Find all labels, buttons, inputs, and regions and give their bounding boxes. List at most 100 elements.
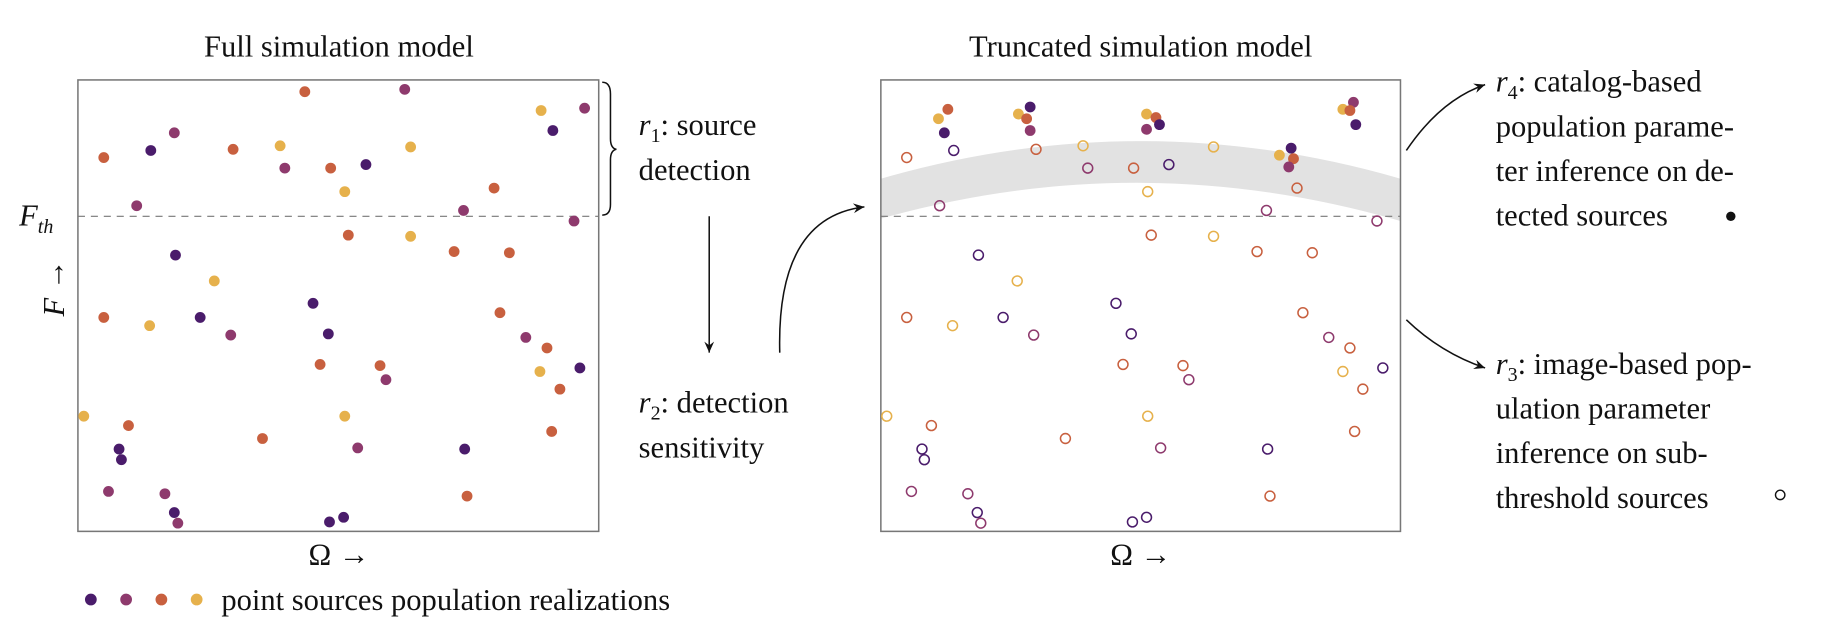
line: tected sources	[1496, 199, 1668, 233]
source	[546, 426, 558, 437]
line: : image-based pop-	[1518, 347, 1752, 381]
undetected-source	[972, 249, 985, 261]
source	[325, 162, 337, 174]
source	[535, 105, 547, 116]
source	[405, 230, 417, 242]
undetected-source	[971, 506, 983, 519]
source	[1344, 105, 1356, 116]
legend-dot	[155, 593, 168, 606]
open-marker	[1774, 489, 1786, 501]
undetected-source	[1126, 516, 1139, 528]
source	[1154, 119, 1165, 131]
undetected-source	[1142, 185, 1154, 198]
line: ulation parameter	[1496, 392, 1711, 426]
undetected-source	[1306, 247, 1319, 259]
legend-dot	[84, 593, 97, 606]
undetected-source	[1261, 443, 1274, 455]
undetected-source	[905, 485, 918, 498]
source	[1141, 108, 1152, 120]
undetected-source	[1027, 329, 1040, 341]
line: : detection	[661, 386, 789, 420]
panel-title: Full simulation model	[204, 29, 474, 63]
source	[307, 297, 319, 309]
index: 1	[651, 125, 661, 147]
line: inference on sub-	[1496, 436, 1708, 470]
undetected-source	[1207, 141, 1220, 153]
source	[1021, 113, 1033, 125]
source	[103, 485, 114, 497]
line: population parame-	[1496, 109, 1734, 143]
undetected-source	[1357, 383, 1369, 395]
undetected-source	[1251, 245, 1263, 258]
brace	[602, 81, 617, 216]
symbol: r	[1496, 347, 1508, 381]
source	[208, 275, 220, 287]
undetected-source	[1207, 230, 1220, 242]
source	[1012, 108, 1024, 120]
source	[942, 103, 954, 115]
source	[933, 113, 944, 125]
source	[1273, 149, 1285, 161]
source	[257, 433, 268, 444]
annotation: r1: source detection	[639, 108, 757, 187]
undetected-source	[946, 319, 959, 332]
undetected-source	[918, 453, 931, 466]
undetected-source	[1297, 307, 1309, 319]
undetected-source	[1260, 204, 1273, 217]
undetected-source	[1140, 511, 1153, 523]
arrow	[1405, 83, 1486, 151]
full-panel	[77, 79, 600, 533]
source	[1288, 153, 1299, 165]
source	[494, 307, 506, 319]
dots	[78, 83, 1389, 529]
source	[225, 329, 237, 341]
source	[547, 125, 559, 136]
source	[145, 145, 157, 156]
source	[1285, 142, 1297, 154]
source	[113, 443, 125, 455]
truncated-panel	[880, 79, 1402, 533]
source	[448, 246, 460, 257]
source	[1350, 119, 1362, 131]
source	[399, 83, 411, 95]
source	[1283, 161, 1295, 173]
undetected-source	[1264, 490, 1276, 502]
source	[461, 490, 473, 502]
undetected-source	[933, 200, 946, 212]
y-label: F →	[37, 260, 71, 318]
source	[579, 102, 591, 114]
source	[131, 200, 143, 212]
source	[299, 86, 311, 98]
x-label: Ω →	[308, 537, 369, 571]
undetected-source	[1059, 432, 1072, 445]
undetected-source	[1125, 328, 1137, 340]
panel-title: Truncated simulation model	[969, 29, 1312, 63]
symbol: r	[1496, 65, 1508, 99]
source	[1348, 96, 1359, 108]
line: : source	[661, 108, 757, 142]
source	[168, 507, 180, 518]
source	[352, 442, 364, 454]
source	[98, 312, 110, 323]
undetected-source	[1371, 215, 1383, 227]
source	[194, 312, 206, 323]
source	[938, 127, 950, 139]
undetected-source	[901, 151, 913, 164]
source	[1024, 125, 1036, 136]
source	[279, 162, 291, 174]
source	[170, 249, 181, 261]
line: : catalog-based	[1518, 65, 1702, 99]
source	[458, 205, 469, 216]
source	[459, 443, 471, 455]
undetected-source	[1127, 162, 1140, 174]
source	[503, 247, 515, 259]
source	[116, 454, 127, 466]
source	[488, 182, 500, 194]
source	[574, 362, 586, 374]
source	[339, 186, 351, 198]
undetected-source	[1082, 162, 1094, 174]
index: 2	[651, 403, 661, 425]
symbol: r	[639, 386, 651, 420]
index: 4	[1508, 82, 1518, 104]
undetected-source	[1337, 365, 1349, 378]
